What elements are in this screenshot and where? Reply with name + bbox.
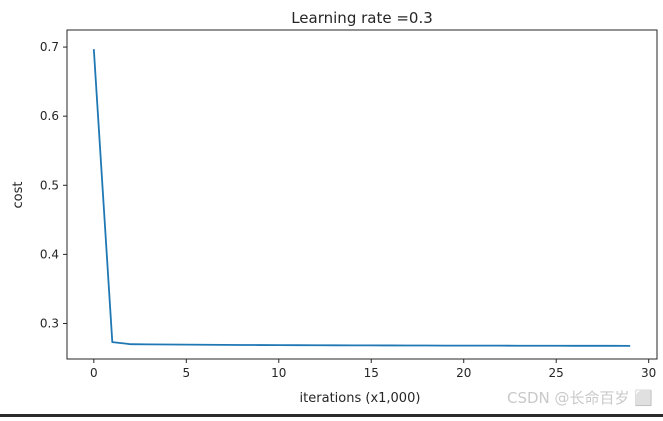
series-layer [92, 49, 631, 347]
y-tick-label: 0.3 [40, 316, 59, 330]
x-tick-label: 10 [271, 366, 286, 380]
y-tick-label: 0.4 [40, 247, 59, 261]
y-tick-label: 0.5 [40, 178, 59, 192]
plot-frame [66, 29, 658, 360]
x-tick-label: 30 [641, 366, 656, 380]
y-ticks: 0.3 0.4 0.5 0.6 0.7 [40, 40, 67, 330]
y-tick-label: 0.7 [40, 40, 59, 54]
x-tick-label: 20 [456, 366, 471, 380]
cost-series-line [92, 49, 631, 347]
bottom-rule [0, 414, 663, 417]
x-tick-label: 5 [182, 366, 190, 380]
x-ticks: 0 5 10 15 20 25 30 [90, 359, 656, 380]
x-tick-label: 25 [549, 366, 564, 380]
y-axis-label: cost [11, 182, 26, 209]
x-axis-label: iterations (x1,000) [300, 391, 421, 406]
x-tick-label: 15 [364, 366, 379, 380]
x-tick-label: 0 [90, 366, 98, 380]
watermark: CSDN @长命百岁 ⬜ [507, 389, 653, 407]
y-tick-label: 0.6 [40, 109, 59, 123]
chart-title: Learning rate =0.3 [291, 9, 433, 27]
